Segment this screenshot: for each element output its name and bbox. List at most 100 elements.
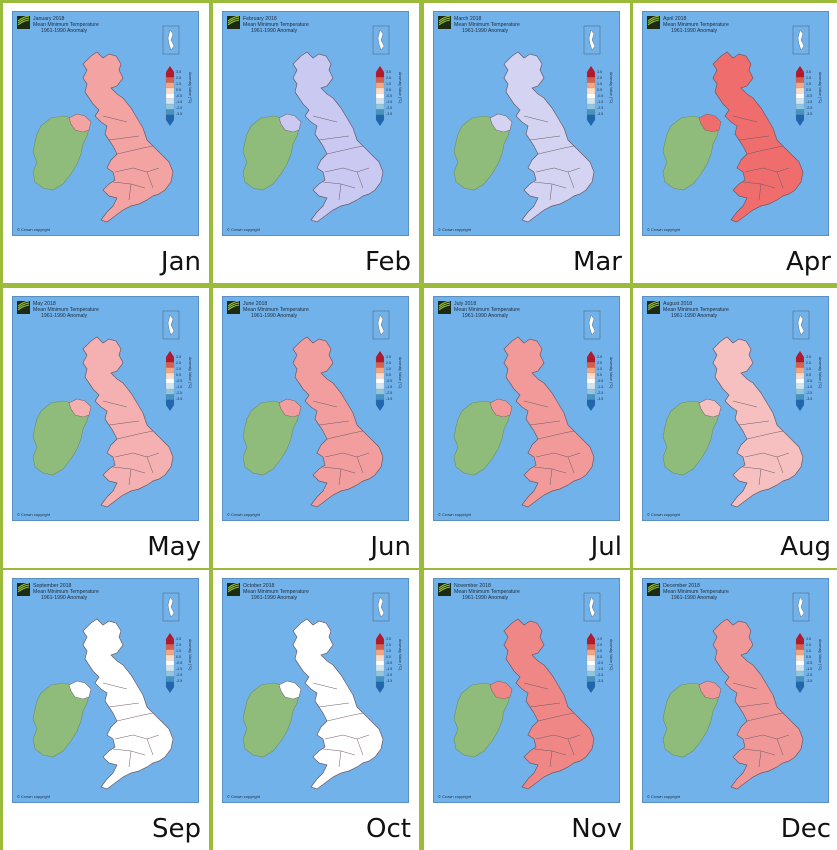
great-britain-region <box>503 336 595 508</box>
legend-swatch <box>165 383 175 390</box>
copyright-notice: © Crown copyright <box>17 227 50 232</box>
legend-swatch <box>375 654 385 661</box>
met-office-wordmark-icon <box>227 26 240 29</box>
legend-tick-label: 1.5 <box>176 367 181 371</box>
month-label: Dec <box>780 814 831 844</box>
legend-swatch <box>795 649 805 656</box>
met-office-wordmark-icon <box>647 311 660 314</box>
anomaly-legend: 3.5 2.5 1.5 0.5 -0.5 -1.5 -2.5 -3.5 Anomaly Valu… <box>586 633 616 693</box>
anomaly-map: July 2018 Mean Minimum Temperature 1961-19… <box>433 296 620 521</box>
legend-swatch <box>586 372 596 379</box>
map-period: 1961-1990 Anomaly <box>251 595 298 601</box>
legend-tick-label: -3.5 <box>597 679 604 683</box>
legend-swatch <box>795 665 805 672</box>
legend-swatch <box>795 394 805 400</box>
legend-tick-label: 0.5 <box>386 88 391 92</box>
legend-tick-label: -1.5 <box>597 100 604 104</box>
anomaly-legend: 3.5 2.5 1.5 0.5 -0.5 -1.5 -2.5 -3.5 Anomaly Valu… <box>586 351 616 411</box>
map-title: April 2018 <box>663 16 687 22</box>
legend-tick-label: -3.5 <box>806 397 813 401</box>
legend-swatch <box>165 638 175 645</box>
legend-tick-label: -3.5 <box>386 679 393 683</box>
legend-swatch <box>375 362 385 368</box>
legend-tick-label: 0.5 <box>597 373 602 377</box>
northern-ireland-region <box>68 680 92 700</box>
region-boundaries <box>732 682 790 768</box>
legend-tick-label: 3.5 <box>386 70 391 74</box>
legend-swatch <box>165 394 175 400</box>
legend-tick-label: -3.5 <box>176 112 183 116</box>
map-period: 1961-1990 Anomaly <box>462 595 509 601</box>
legend-tick-label: -0.5 <box>597 379 604 383</box>
legend-tick-label: 2.5 <box>806 76 811 80</box>
great-britain-region <box>82 336 174 508</box>
legend-swatch <box>375 638 385 645</box>
legend-swatch <box>165 654 175 661</box>
anomaly-legend: 3.5 2.5 1.5 0.5 -0.5 -1.5 -2.5 -3.5 Anomaly Valu… <box>375 351 405 411</box>
map-period: 1961-1990 Anomaly <box>462 313 509 319</box>
legend-swatch <box>586 654 596 661</box>
legend-swatch <box>165 109 175 115</box>
month-label: Jan <box>160 247 201 277</box>
northern-ireland-region <box>489 680 513 700</box>
anomaly-map: April 2018 Mean Minimum Temperature 1961-1… <box>642 11 829 236</box>
legend-tick-label: 1.5 <box>386 367 391 371</box>
map-subtitle: Mean Minimum Temperature <box>33 589 99 595</box>
legend-swatch <box>375 77 385 83</box>
legend-swatch <box>795 676 805 682</box>
legend-tick-label: 2.5 <box>806 361 811 365</box>
shetland-inset-frame <box>372 592 390 622</box>
legend-swatch <box>375 676 385 682</box>
legend-swatch <box>795 98 805 105</box>
month-cell-sep: September 2018 Mean Minimum Temperature 19… <box>3 570 209 850</box>
legend-title: Anomaly Value (°C) <box>188 639 192 671</box>
legend-tick-label: -2.5 <box>597 391 604 395</box>
legend-swatch <box>165 367 175 374</box>
copyright-notice: © Crown copyright <box>227 227 260 232</box>
month-label: Jun <box>370 532 411 562</box>
legend-tick-label: -0.5 <box>386 94 393 98</box>
legend-swatch <box>165 98 175 105</box>
month-cell-mar: March 2018 Mean Minimum Temperature 1961-1… <box>424 3 630 283</box>
copyright-notice: © Crown copyright <box>17 794 50 799</box>
legend-tick-label: 1.5 <box>386 649 391 653</box>
map-title: November 2018 <box>454 583 491 589</box>
legend-swatch <box>165 372 175 379</box>
legend-tick-label: -1.5 <box>597 667 604 671</box>
uk-map-svg <box>453 310 601 508</box>
shetland-inset-frame <box>583 592 601 622</box>
legend-colorbar <box>795 351 805 411</box>
shetland-inset-frame <box>792 592 810 622</box>
legend-swatch <box>795 103 805 110</box>
legend-swatch <box>586 676 596 682</box>
anomaly-legend: 3.5 2.5 1.5 0.5 -0.5 -1.5 -2.5 -3.5 Anomaly Valu… <box>795 351 825 411</box>
region-boundaries <box>523 400 581 486</box>
legend-swatch <box>165 362 175 368</box>
legend-tick-label: 0.5 <box>386 655 391 659</box>
met-office-logo-icon <box>227 583 240 593</box>
northern-ireland-region <box>278 113 302 133</box>
legend-tick-label: 2.5 <box>386 361 391 365</box>
legend-tick-label: -3.5 <box>597 112 604 116</box>
legend-title: Anomaly Value (°C) <box>818 357 822 389</box>
legend-tick-label: -3.5 <box>806 679 813 683</box>
legend-title: Anomaly Value (°C) <box>609 357 613 389</box>
uk-map-svg <box>32 25 180 223</box>
legend-tick-label: -2.5 <box>386 391 393 395</box>
legend-swatch <box>165 77 175 83</box>
map-title: December 2018 <box>663 583 700 589</box>
legend-tick-label: -0.5 <box>806 379 813 383</box>
legend-swatch <box>586 388 596 395</box>
map-subtitle: Mean Minimum Temperature <box>663 589 729 595</box>
month-label: Nov <box>571 814 622 844</box>
legend-tick-label: 3.5 <box>597 355 602 359</box>
legend-tick-label: -0.5 <box>176 379 183 383</box>
anomaly-map: March 2018 Mean Minimum Temperature 1961-1… <box>433 11 620 236</box>
legend-swatch <box>375 681 385 688</box>
legend-tick-label: -1.5 <box>176 385 183 389</box>
legend-tick-label: -1.5 <box>176 667 183 671</box>
legend-swatch <box>586 649 596 656</box>
great-britain-region <box>82 51 174 223</box>
legend-tick-label: -0.5 <box>386 661 393 665</box>
copyright-notice: © Crown copyright <box>438 512 471 517</box>
